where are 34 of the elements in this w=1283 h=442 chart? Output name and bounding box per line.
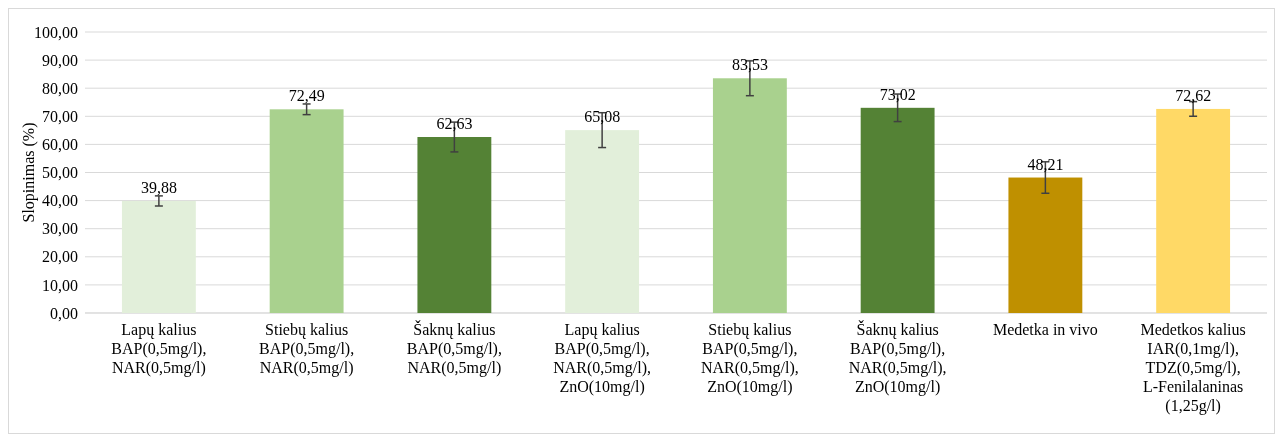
bar [712,78,787,313]
y-tick-label: 80,00 [42,79,78,97]
bar [417,137,492,313]
bar [1156,108,1231,313]
y-tick-label: 60,00 [42,136,78,153]
data-label: 73,02 [879,85,916,103]
y-tick-label: 10,00 [42,276,78,294]
y-axis-title: Slopinimas (%) [19,122,38,223]
data-label: 62,63 [436,115,473,133]
y-tick-label: 90,00 [42,51,78,69]
y-tick-label: 70,00 [42,107,78,125]
y-tick-label: 100,00 [34,23,78,41]
x-tick-label: Stiebų kalius BAP(0,5mg/l), NAR(0,5mg/l), ZnO(10mg/l) [700,321,799,396]
bar [860,107,935,313]
y-tick-label: 40,00 [42,192,78,210]
data-label: 72,62 [1175,86,1212,104]
y-tick-label: 50,00 [42,164,78,182]
bar [121,200,196,313]
x-tick-label: Lapų kalius BAP(0,5mg/l), NAR(0,5mg/l) [111,321,207,377]
x-tick-label: Medetkos kalius IAR(0,1mg/l), TDZ(0,5mg/l), L-Fenilalaninas (1,25g/l) [1140,321,1246,415]
y-tick-label: 20,00 [42,248,78,266]
x-tick-label: Stiebų kalius BAP(0,5mg/l), NAR(0,5mg/l) [259,321,355,377]
y-tick-label: 0,00 [50,304,78,322]
bar [565,130,640,313]
data-label: 72,49 [288,87,325,105]
data-label: 39,88 [140,178,177,196]
y-tick-label: 30,00 [42,220,78,238]
bar [1008,177,1083,313]
bar [269,109,344,313]
x-tick-label: Medetka in vivo [992,321,1098,338]
x-tick-label: Lapų kalius BAP(0,5mg/l), NAR(0,5mg/l), ZnO(10mg/l) [553,321,652,396]
x-tick-label: Šaknų kalius BAP(0,5mg/l), NAR(0,5mg/l) [406,320,502,377]
x-tick-label: Šaknų kalius BAP(0,5mg/l), NAR(0,5mg/l), ZnO(10mg/l) [848,320,947,396]
data-label: 48,21 [1027,155,1064,173]
